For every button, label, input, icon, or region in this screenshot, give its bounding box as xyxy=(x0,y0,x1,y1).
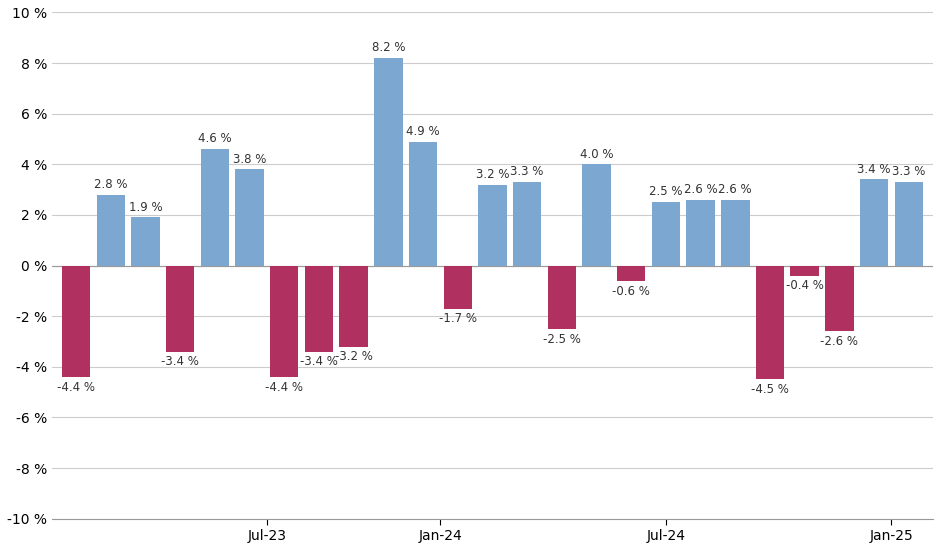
Text: 2.6 %: 2.6 % xyxy=(718,183,752,196)
Bar xyxy=(62,266,90,377)
Bar xyxy=(409,141,437,266)
Text: 3.2 %: 3.2 % xyxy=(476,168,509,181)
Bar xyxy=(721,200,749,266)
Bar xyxy=(305,266,333,351)
Text: 8.2 %: 8.2 % xyxy=(371,41,405,54)
Text: -2.6 %: -2.6 % xyxy=(821,335,858,348)
Text: 4.9 %: 4.9 % xyxy=(406,125,440,138)
Text: -3.4 %: -3.4 % xyxy=(300,355,337,368)
Bar xyxy=(339,266,368,346)
Text: 3.8 %: 3.8 % xyxy=(233,152,266,166)
Bar xyxy=(548,266,576,329)
Text: 1.9 %: 1.9 % xyxy=(129,201,163,213)
Text: -0.6 %: -0.6 % xyxy=(612,284,650,298)
Bar xyxy=(617,266,646,280)
Bar xyxy=(97,195,125,266)
Bar xyxy=(478,185,507,266)
Bar xyxy=(166,266,195,351)
Bar xyxy=(582,164,611,266)
Bar xyxy=(513,182,541,266)
Text: -4.4 %: -4.4 % xyxy=(265,381,304,394)
Bar xyxy=(651,202,681,266)
Bar xyxy=(756,266,784,379)
Text: -0.4 %: -0.4 % xyxy=(786,279,823,293)
Bar xyxy=(235,169,264,266)
Text: -4.4 %: -4.4 % xyxy=(57,381,95,394)
Text: 3.3 %: 3.3 % xyxy=(510,165,544,178)
Text: 4.6 %: 4.6 % xyxy=(198,133,231,145)
Bar xyxy=(825,266,854,331)
Text: -2.5 %: -2.5 % xyxy=(543,333,581,345)
Bar xyxy=(132,217,160,266)
Text: -3.4 %: -3.4 % xyxy=(162,355,199,368)
Bar xyxy=(200,149,229,266)
Bar xyxy=(374,58,402,266)
Text: 3.4 %: 3.4 % xyxy=(857,163,891,175)
Text: -1.7 %: -1.7 % xyxy=(439,312,477,326)
Bar xyxy=(444,266,472,309)
Text: 2.8 %: 2.8 % xyxy=(94,178,128,191)
Text: -4.5 %: -4.5 % xyxy=(751,383,789,396)
Bar xyxy=(860,179,888,266)
Bar xyxy=(270,266,299,377)
Text: 4.0 %: 4.0 % xyxy=(580,147,613,161)
Bar xyxy=(686,200,714,266)
Text: 2.5 %: 2.5 % xyxy=(650,185,682,199)
Bar xyxy=(895,182,923,266)
Text: -3.2 %: -3.2 % xyxy=(335,350,372,364)
Bar xyxy=(791,266,819,276)
Text: 3.3 %: 3.3 % xyxy=(892,165,926,178)
Text: 2.6 %: 2.6 % xyxy=(683,183,717,196)
